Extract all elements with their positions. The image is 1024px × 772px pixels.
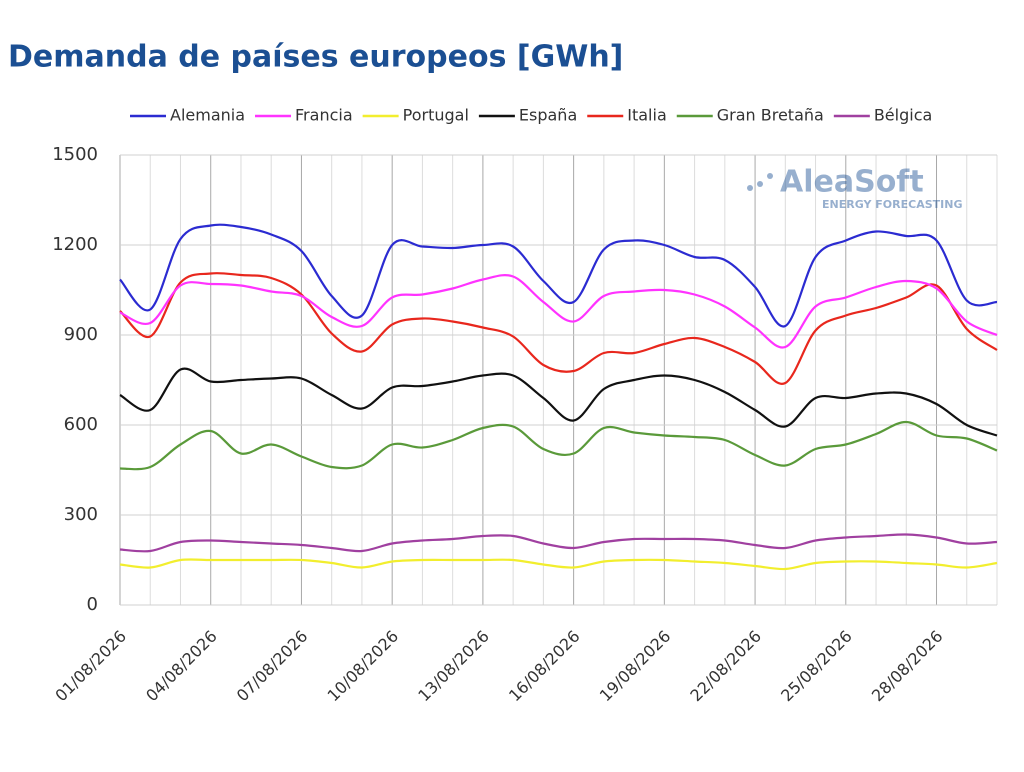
x-tick-label: 01/08/2026 <box>51 627 130 706</box>
x-tick-label: 28/08/2026 <box>868 627 947 706</box>
x-tick-label: 10/08/2026 <box>324 627 403 706</box>
legend-label: Portugal <box>403 106 469 125</box>
x-tick-label: 25/08/2026 <box>777 627 856 706</box>
legend-label: España <box>519 106 577 125</box>
y-tick-label: 1500 <box>52 144 98 165</box>
x-tick-label: 16/08/2026 <box>505 627 584 706</box>
x-tick-label: 04/08/2026 <box>142 627 221 706</box>
legend-label: Bélgica <box>874 106 932 125</box>
series-line <box>119 420 998 471</box>
series-line <box>119 223 998 328</box>
x-tick-label: 22/08/2026 <box>686 627 765 706</box>
series-line <box>119 367 998 437</box>
series-line <box>119 533 998 553</box>
series-line <box>119 558 998 571</box>
y-tick-label: 300 <box>64 504 98 525</box>
x-tick-label: 19/08/2026 <box>596 627 675 706</box>
y-tick-label: 0 <box>87 594 98 615</box>
legend-label: Italia <box>627 106 667 125</box>
legend-label: Francia <box>295 106 353 125</box>
logo-dot <box>757 181 763 187</box>
watermark: AleaSoft ENERGY FORECASTING <box>747 165 962 211</box>
series-line <box>119 272 998 385</box>
x-tick-label: 07/08/2026 <box>233 627 312 706</box>
y-tick-label: 900 <box>64 324 98 345</box>
y-tick-label: 600 <box>64 414 98 435</box>
logo-dot <box>747 185 753 191</box>
x-tick-label: 13/08/2026 <box>414 627 493 706</box>
legend-label: Gran Bretaña <box>717 106 824 125</box>
legend-label: Alemania <box>170 106 245 125</box>
watermark-tagline: ENERGY FORECASTING <box>822 198 962 211</box>
series-line <box>119 274 998 349</box>
watermark-brand: AleaSoft <box>780 165 924 200</box>
chart-title: Demanda de países europeos [GWh] <box>8 40 623 75</box>
logo-dot <box>767 173 773 179</box>
y-tick-label: 1200 <box>52 234 98 255</box>
